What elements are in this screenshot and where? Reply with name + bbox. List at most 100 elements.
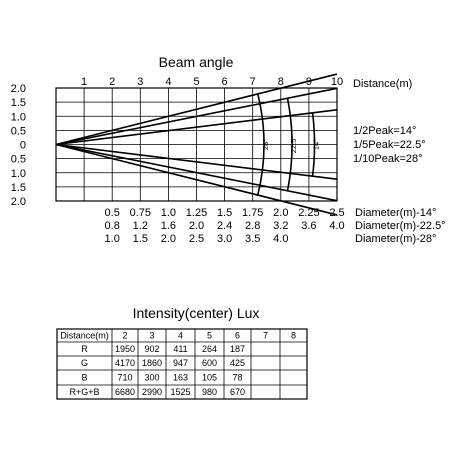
- diameter-value: 2.0: [161, 233, 176, 245]
- table-cell: 411: [173, 344, 187, 354]
- diameter-row-label: Diameter(m)-14°: [355, 207, 436, 219]
- beam-arc-label: 14°: [312, 139, 321, 150]
- diameter-value: 3.5: [245, 233, 260, 245]
- x-tick-label: 10: [331, 76, 343, 88]
- beam-arc: [286, 98, 293, 191]
- table-cell: 78: [232, 373, 242, 383]
- diameter-row-label: Diameter(m)-22.5°: [355, 220, 446, 232]
- table-header-cell: Distance(m): [60, 331, 109, 341]
- diameter-value: 1.75: [242, 207, 263, 219]
- diameter-value: 1.5: [133, 233, 148, 245]
- diameter-value: 4.0: [329, 220, 344, 232]
- table-cell: 947: [173, 358, 188, 368]
- diameter-value: 3.2: [273, 220, 288, 232]
- diameter-value: 3.6: [301, 220, 316, 232]
- y-tick-label: 1.0: [11, 168, 26, 180]
- y-tick-label: 1.5: [11, 97, 26, 109]
- diameter-value: 2.5: [189, 233, 204, 245]
- diameter-value: 2.0: [273, 207, 288, 219]
- table-header-cell: 5: [207, 331, 212, 341]
- table-cell: 1525: [170, 387, 190, 397]
- table-cell: 105: [202, 373, 217, 383]
- table-header-cell: 6: [235, 331, 240, 341]
- beam-legend-entry: 1/2Peak=14°: [353, 125, 416, 137]
- table-cell: 1860: [142, 358, 162, 368]
- table-border: [56, 328, 308, 400]
- y-tick-label: 0: [20, 140, 26, 152]
- table-cell: R: [81, 344, 88, 354]
- table-cell: 300: [144, 373, 159, 383]
- y-tick-label: 1.5: [11, 182, 26, 194]
- table-header-cell: 2: [122, 331, 127, 341]
- table-cell: 425: [230, 358, 245, 368]
- beam-line-lower: [55, 143, 338, 216]
- x-tick-labels: 1 2 3 4 5 6 7 8 9 10: [81, 76, 343, 88]
- table-cell: 2990: [142, 387, 162, 397]
- x-axis-label: Distance(m): [353, 78, 412, 90]
- table-cell: B: [81, 373, 87, 383]
- beam-legend-entry: 1/5Peak=22.5°: [353, 139, 426, 151]
- beam-legend-entry: 1/10Peak=28°: [353, 153, 423, 165]
- x-tick-label: 6: [222, 76, 228, 88]
- y-tick-label: 0.5: [11, 125, 26, 137]
- y-tick-label: 0.5: [11, 154, 26, 166]
- diameter-value: 4.0: [273, 233, 288, 245]
- lux-table-title: Intensity(center) Lux: [133, 305, 260, 321]
- table-header-cell: 8: [291, 331, 296, 341]
- x-tick-label: 2: [109, 76, 115, 88]
- y-tick-label: 2.0: [11, 196, 26, 208]
- table-cell: 6680: [115, 387, 135, 397]
- diameter-value: 1.2: [133, 220, 148, 232]
- table-cell: 980: [202, 387, 217, 397]
- table-header-cell: 3: [149, 331, 154, 341]
- table-cell: 710: [117, 373, 132, 383]
- beam-chart-title: Beam angle: [159, 54, 234, 70]
- table-cell: 902: [144, 344, 159, 354]
- beam-line-upper: [55, 73, 338, 146]
- table-header-cell: 4: [178, 331, 183, 341]
- diameter-value: 2.0: [189, 220, 204, 232]
- x-tick-label: 5: [193, 76, 199, 88]
- diameter-value: 0.75: [130, 207, 151, 219]
- beam-line-upper: [55, 87, 338, 146]
- beam-arc-label: 28°: [261, 139, 270, 150]
- table-cell: 600: [202, 358, 217, 368]
- diameter-value: 0.8: [105, 220, 120, 232]
- diameter-value: 0.5: [105, 207, 120, 219]
- diameter-value: 1.0: [161, 207, 176, 219]
- beam-line-lower: [55, 143, 338, 202]
- x-tick-label: 3: [137, 76, 143, 88]
- table-cell: G: [81, 358, 88, 368]
- diameter-rows: 0.5 0.75 1.0 1.25 1.5 1.75 2.0 2.25 2.5 Diameter(…: [105, 207, 446, 245]
- table-cell: 163: [173, 373, 188, 383]
- beam-arcs: 14° 22.5° 28°: [256, 93, 321, 196]
- table-cell: 1950: [115, 344, 135, 354]
- y-tick-labels: 2.0 1.5 1.0 0.5 0 0.5 1.0 1.5 2.0: [11, 83, 26, 208]
- diameter-row-label: Diameter(m)-28°: [355, 233, 436, 245]
- y-tick-label: 2.0: [11, 83, 26, 95]
- table-cell: 187: [230, 344, 245, 354]
- diameter-value: 3.0: [217, 233, 232, 245]
- chart-grid: [55, 87, 338, 202]
- x-tick-label: 1: [81, 76, 87, 88]
- beam-arc: [311, 112, 316, 177]
- diameter-value: 2.8: [245, 220, 260, 232]
- x-tick-label: 7: [250, 76, 256, 88]
- beam-arc: [256, 93, 265, 196]
- table-cell: R+G+B: [69, 387, 99, 397]
- x-tick-label: 9: [306, 76, 312, 88]
- x-tick-label: 4: [165, 76, 171, 88]
- diameter-value: 2.25: [298, 207, 319, 219]
- diameter-value: 1.5: [217, 207, 232, 219]
- table-cell: 670: [230, 387, 245, 397]
- x-tick-label: 8: [278, 76, 284, 88]
- table-cell: 4170: [115, 358, 135, 368]
- beam-legend: 1/2Peak=14° 1/5Peak=22.5° 1/10Peak=28°: [353, 125, 426, 165]
- diameter-value: 2.5: [329, 207, 344, 219]
- y-tick-label: 1.0: [11, 111, 26, 123]
- diameter-value: 1.0: [105, 233, 120, 245]
- diameter-value: 1.25: [186, 207, 207, 219]
- table-header-cell: 7: [263, 331, 268, 341]
